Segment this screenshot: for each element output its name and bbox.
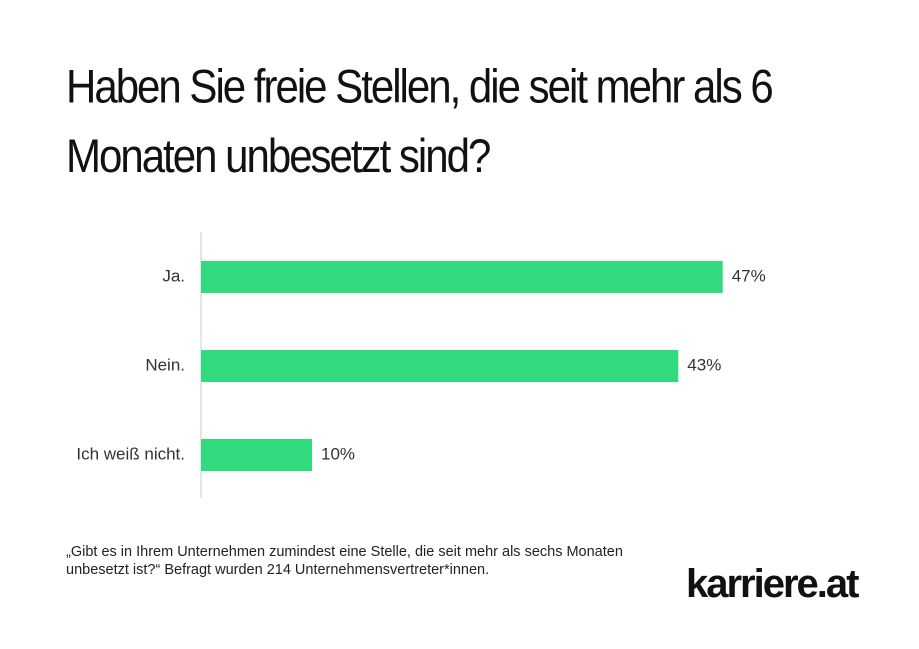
value-label: 10% <box>321 444 355 463</box>
bar <box>201 261 723 293</box>
category-label: Ich weiß nicht. <box>76 444 185 463</box>
footnote: „Gibt es in Ihrem Unternehmen zumindest … <box>66 544 623 578</box>
category-label: Ja. <box>162 266 185 285</box>
bar <box>201 439 312 471</box>
category-label: Nein. <box>145 355 185 374</box>
value-label: 47% <box>732 266 766 285</box>
value-label: 43% <box>687 355 721 374</box>
chart-title: Haben Sie freie Stellen, die seit mehr a… <box>66 59 774 182</box>
bar <box>201 350 679 382</box>
logo: karriere.at <box>686 562 859 606</box>
